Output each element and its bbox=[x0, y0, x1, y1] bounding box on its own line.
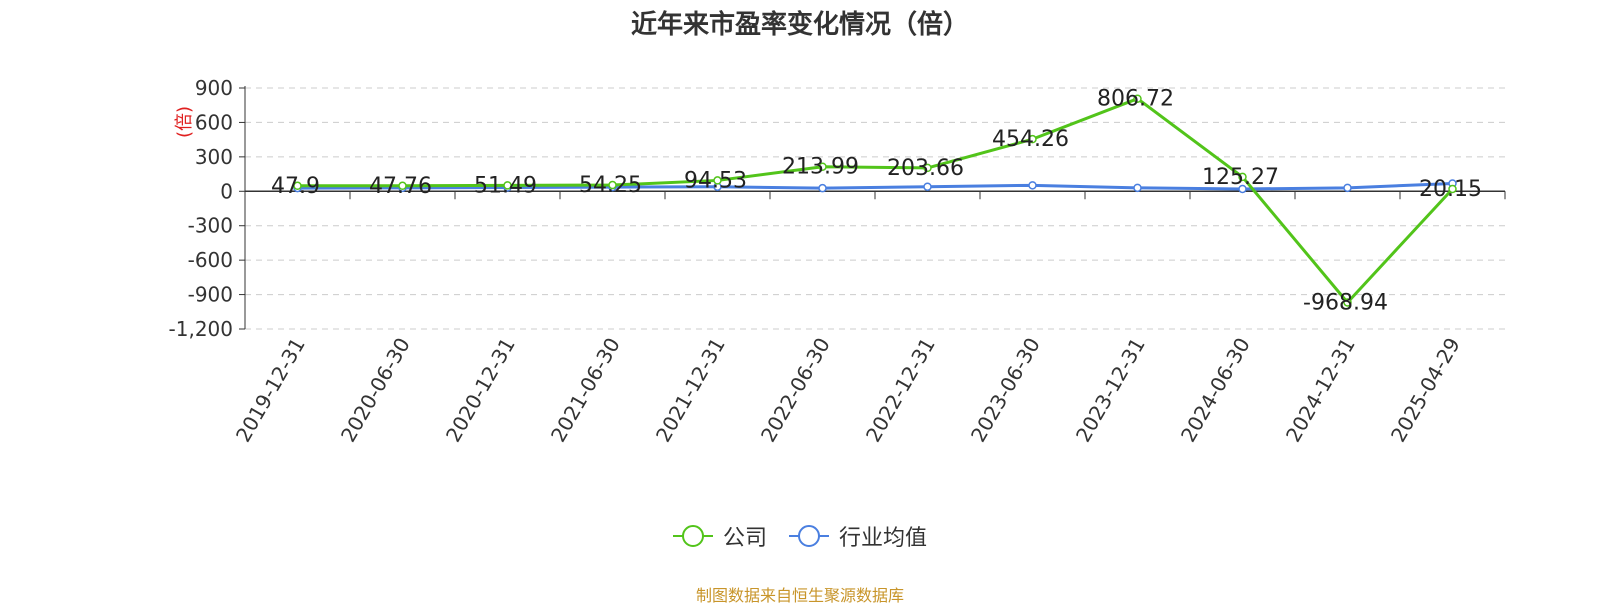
y-tick-label: -1,200 bbox=[169, 317, 233, 341]
data-point-company bbox=[398, 181, 407, 191]
data-label-layer: 47.9 47.76 51.49 54.25 94.53 213.99 203.66 454.… bbox=[271, 87, 1482, 316]
y-tick-label: -900 bbox=[188, 283, 233, 307]
data-label: 47.9 bbox=[271, 174, 320, 199]
legend-label-company: 公司 bbox=[722, 526, 767, 551]
legend-item-industry-avg[interactable]: 行业均值 bbox=[789, 520, 927, 552]
data-label: 125.27 bbox=[1202, 165, 1279, 190]
data-point-company bbox=[1238, 172, 1247, 182]
series-line-industry-avg bbox=[297, 181, 1453, 191]
data-point-company bbox=[1133, 94, 1142, 103]
data-point-industry-avg bbox=[1343, 183, 1352, 193]
x-tick-label: 2024-12-31 bbox=[1281, 334, 1360, 447]
x-tick-label: 2025-04-29 bbox=[1386, 334, 1465, 447]
data-point-company bbox=[1343, 298, 1352, 307]
series-layer bbox=[293, 94, 1457, 307]
data-point-company bbox=[818, 162, 827, 171]
legend: 公司 行业均值 bbox=[0, 520, 1600, 552]
data-point-industry-avg bbox=[818, 183, 827, 193]
y-tick-label: -600 bbox=[188, 248, 233, 272]
series-line-company bbox=[297, 97, 1454, 304]
data-label: 213.99 bbox=[782, 155, 859, 180]
grid-layer bbox=[245, 87, 1505, 330]
legend-label-industry-avg: 行业均值 bbox=[839, 526, 928, 551]
data-point-industry-avg bbox=[923, 182, 932, 191]
y-axis-label: (倍) bbox=[174, 106, 195, 138]
data-point-industry-avg bbox=[1028, 181, 1037, 190]
y-tick-label: -300 bbox=[188, 214, 233, 238]
y-tick-label: 900 bbox=[195, 76, 233, 100]
data-label: 54.25 bbox=[579, 173, 642, 198]
data-label: 454.26 bbox=[992, 127, 1069, 152]
data-point-company bbox=[608, 180, 617, 190]
data-label: 94.53 bbox=[684, 168, 747, 193]
data-point-industry-avg bbox=[1238, 184, 1247, 194]
x-tick-label: 2020-12-31 bbox=[441, 334, 520, 447]
data-label: 47.76 bbox=[369, 174, 432, 199]
data-point-company bbox=[713, 176, 722, 185]
x-tick-label: 2022-12-31 bbox=[861, 334, 940, 447]
x-tick-label: 2022-06-30 bbox=[756, 334, 835, 447]
data-point-industry-avg bbox=[1133, 183, 1142, 193]
y-tick-label: 0 bbox=[220, 179, 233, 203]
legend-swatch-company bbox=[672, 524, 713, 548]
x-tick-label: 2021-12-31 bbox=[651, 334, 730, 447]
y-tick-label: 300 bbox=[195, 145, 233, 169]
data-label: 203.66 bbox=[887, 156, 964, 181]
legend-item-company[interactable]: 公司 bbox=[672, 520, 767, 552]
data-point-company bbox=[1448, 184, 1457, 194]
source-note: 制图数据来自恒生聚源数据库 bbox=[695, 586, 904, 605]
data-label: 51.49 bbox=[474, 173, 537, 198]
x-tick-label: 2019-12-31 bbox=[231, 334, 310, 447]
data-point-company bbox=[503, 181, 512, 190]
x-tick-label: 2023-06-30 bbox=[966, 334, 1045, 447]
x-tick-label: 2024-06-30 bbox=[1176, 334, 1255, 447]
data-point-company bbox=[923, 163, 932, 173]
x-tick-label: 2021-06-30 bbox=[546, 334, 625, 447]
y-tick-label: 600 bbox=[195, 110, 233, 134]
legend-swatch-industry-avg bbox=[789, 524, 829, 548]
chart-title: 近年来市盈率变化情况（倍） bbox=[630, 10, 969, 40]
data-point-company bbox=[1028, 134, 1037, 144]
data-label: 20.15 bbox=[1419, 177, 1482, 202]
data-point-company bbox=[293, 181, 302, 191]
data-label: -968.94 bbox=[1303, 290, 1388, 315]
x-tick-label: 2023-12-31 bbox=[1071, 334, 1150, 447]
x-tick-label: 2020-06-30 bbox=[336, 334, 415, 447]
data-label: 806.72 bbox=[1097, 87, 1174, 112]
